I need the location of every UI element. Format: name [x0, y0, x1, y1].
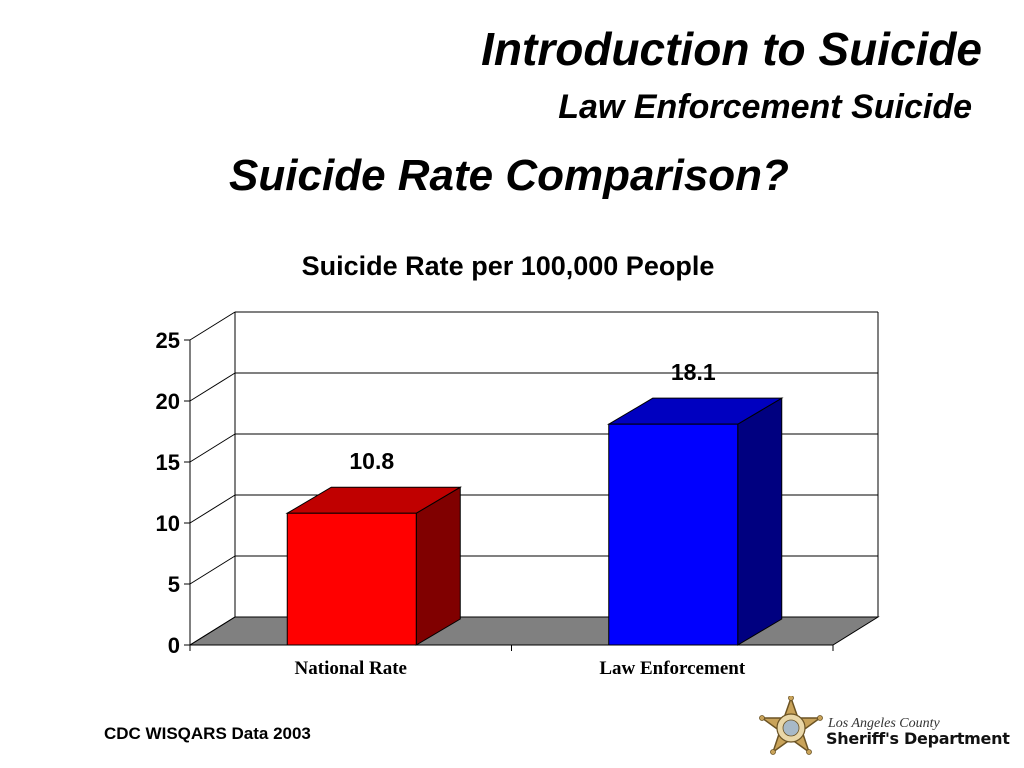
y-tick-label: 0	[168, 633, 180, 658]
wall-gridline	[189, 311, 236, 341]
wall-gridline	[189, 555, 236, 585]
y-tick-label: 15	[156, 450, 180, 475]
wall-gridline	[189, 372, 236, 402]
x-tick-label: National Rate	[295, 658, 407, 679]
y-tick-label: 25	[156, 328, 180, 353]
bar-side	[737, 397, 783, 646]
logo-county-text: Los Angeles County	[828, 716, 940, 731]
wall-gridline	[189, 433, 236, 463]
y-tick-label: 20	[156, 389, 180, 414]
sheriff-logo: Los Angeles County Sheriff's Department	[758, 696, 1020, 768]
sheriff-badge-icon	[759, 696, 823, 755]
bar-chart: Suicide Rate per 100,000 People 0 5 10 15 20 2…	[156, 251, 880, 679]
slide-subtitle: Law Enforcement Suicide	[558, 88, 972, 126]
source-note: CDC WISQARS Data 2003	[104, 724, 311, 743]
bar	[286, 512, 417, 646]
data-label: 18.1	[671, 359, 716, 385]
bar	[608, 423, 739, 646]
x-tick-label: Law Enforcement	[599, 658, 745, 679]
data-label: 10.8	[349, 448, 394, 474]
y-tick-label: 5	[168, 572, 180, 597]
slide-heading-text: Suicide Rate Comparison?	[229, 151, 789, 200]
bar-side	[415, 486, 461, 646]
logo-department-text: Sheriff's Department	[826, 729, 1010, 748]
wall-gridline	[189, 616, 236, 646]
slide-title: Introduction to Suicide	[481, 23, 982, 75]
wall-gridline	[189, 494, 236, 524]
slide-heading: Suicide Rate Comparison?	[0, 151, 1024, 201]
chart-title: Suicide Rate per 100,000 People	[302, 251, 715, 281]
y-tick-label: 10	[156, 511, 180, 536]
